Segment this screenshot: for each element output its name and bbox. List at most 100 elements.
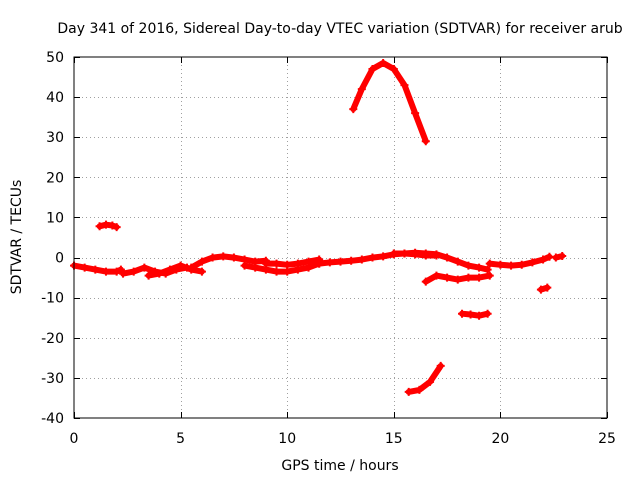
data-point: [379, 252, 388, 261]
data-point: [475, 311, 484, 320]
data-point: [283, 260, 292, 269]
data-point: [411, 248, 420, 257]
data-point: [112, 223, 121, 232]
data-point: [357, 85, 366, 94]
data-point: [349, 105, 358, 114]
data-point: [536, 285, 545, 294]
series-arc-12: [404, 361, 445, 396]
data-point: [251, 263, 260, 272]
x-tick-label: 0: [70, 431, 79, 447]
x-tick-label: 20: [491, 431, 509, 447]
series-arc-1: [70, 261, 125, 276]
data-point: [443, 253, 452, 262]
series-arc-2: [95, 220, 121, 232]
data-point: [496, 260, 505, 269]
data-point: [453, 257, 462, 266]
data-point: [404, 387, 413, 396]
x-tick-label: 5: [176, 431, 185, 447]
data-point: [304, 257, 313, 266]
data-point: [379, 59, 388, 68]
data-point: [80, 263, 89, 272]
data-point: [165, 265, 174, 274]
y-tick-label: -20: [41, 331, 64, 347]
series-arc-16: [551, 251, 567, 262]
data-point: [411, 109, 420, 118]
series-arc-14: [485, 252, 554, 270]
data-point: [432, 271, 441, 280]
x-axis-label: GPS time / hours: [281, 458, 398, 474]
series-line: [405, 362, 444, 395]
data-point: [426, 377, 435, 386]
data-point: [400, 249, 409, 258]
data-point: [112, 267, 121, 276]
data-point: [389, 249, 398, 258]
data-point: [421, 137, 430, 146]
y-tick-label: 40: [46, 90, 64, 106]
data-point: [155, 269, 164, 278]
series-arc-9: [389, 248, 492, 274]
data-point: [507, 261, 516, 270]
series-arc-7: [261, 255, 324, 269]
data-point: [483, 265, 492, 274]
data-point: [176, 261, 185, 270]
data-point: [347, 256, 356, 265]
y-tick-label: 0: [55, 251, 64, 267]
data-point: [144, 271, 153, 280]
series-arc-11: [349, 59, 430, 146]
series-line: [350, 60, 429, 145]
data-point: [293, 259, 302, 268]
y-tick-label: -30: [41, 371, 64, 387]
grid-lines: [74, 57, 607, 418]
data-point: [336, 257, 345, 266]
data-point: [453, 275, 462, 284]
data-point: [272, 267, 281, 276]
chart-title: Day 341 of 2016, Sidereal Day-to-day VTE…: [57, 21, 622, 37]
data-point: [415, 385, 424, 394]
data-point: [436, 361, 445, 370]
data-point: [485, 271, 494, 280]
data-point: [421, 249, 430, 258]
data-point: [475, 263, 484, 272]
x-tick-label: 25: [598, 431, 616, 447]
data-point: [129, 267, 138, 276]
data-point: [485, 259, 494, 268]
data-point: [197, 267, 206, 276]
y-tick-label: 30: [46, 130, 64, 146]
data-point: [517, 260, 526, 269]
data-point: [432, 250, 441, 259]
data-point: [539, 255, 548, 264]
series-arc-10: [421, 271, 494, 286]
y-tick-label: 10: [46, 210, 64, 226]
series-layer: [70, 59, 567, 396]
data-point: [95, 222, 104, 231]
data-point: [466, 310, 475, 319]
data-point: [483, 309, 492, 318]
y-tick-label: -10: [41, 291, 64, 307]
data-point: [119, 269, 128, 278]
y-axis-label: SDTVAR / TECUs: [9, 180, 25, 295]
x-tick-label: 10: [278, 431, 296, 447]
data-point: [551, 253, 560, 262]
data-point: [229, 253, 238, 262]
data-point: [389, 65, 398, 74]
data-point: [458, 309, 467, 318]
y-tick-label: 50: [46, 50, 64, 66]
data-point: [140, 263, 149, 272]
data-point: [475, 273, 484, 282]
data-point: [315, 259, 324, 268]
axes: 0 5 10 15 20 25 -40 -30 -20 -10 0 10 20 30 40 50: [41, 50, 616, 447]
data-point: [357, 255, 366, 264]
data-point: [272, 259, 281, 268]
data-point: [108, 221, 117, 230]
series-arc-5: [187, 252, 270, 272]
data-point: [543, 283, 552, 292]
data-point: [464, 273, 473, 282]
data-point: [261, 259, 270, 268]
x-tick-label: 15: [385, 431, 403, 447]
series-line: [390, 249, 491, 273]
series-line: [459, 310, 491, 319]
data-point: [91, 265, 100, 274]
data-point: [240, 261, 249, 270]
plot-frame: [73, 56, 608, 419]
